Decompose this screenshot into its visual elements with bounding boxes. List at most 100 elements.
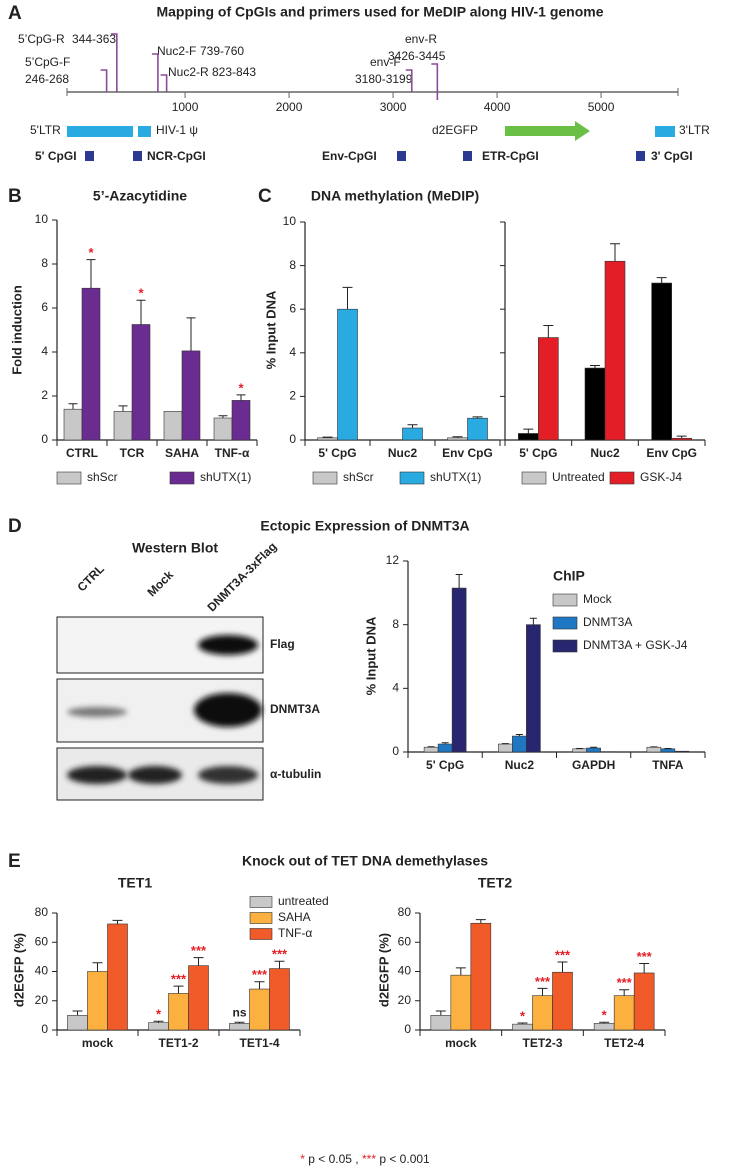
x-tick-label: TET1-4 xyxy=(239,1036,279,1050)
footnote-part: *** xyxy=(362,1152,376,1166)
error-bar xyxy=(472,416,483,419)
y-tick-label: 2 xyxy=(289,389,296,403)
x-tick-label: 5' CpG xyxy=(318,446,356,460)
bar xyxy=(498,743,513,753)
x-tick-label: TNF-α xyxy=(215,446,250,460)
error-bar xyxy=(475,919,486,924)
y-axis-label: d2EGFP (%) xyxy=(376,933,391,1007)
y-tick-label: 6 xyxy=(41,300,48,314)
bar xyxy=(586,747,601,753)
bar xyxy=(584,367,606,441)
bar xyxy=(552,971,573,1031)
panel-title: Knock out of TET DNA demethylases xyxy=(242,853,488,869)
legend-swatch xyxy=(312,471,338,485)
y-tick-label: 0 xyxy=(404,1022,411,1036)
axis-tick-label: 3000 xyxy=(380,100,407,114)
primer-range: 739-760 xyxy=(200,44,244,58)
egfp-arrow xyxy=(505,121,590,141)
legend-label: shUTX(1) xyxy=(430,470,481,484)
x-tick-label: Env CpG xyxy=(442,446,493,460)
x-tick-label: TET2-3 xyxy=(522,1036,562,1050)
legend-label: shScr xyxy=(87,470,118,484)
ltr-bar xyxy=(655,126,675,137)
legend-swatch xyxy=(169,471,195,485)
bar xyxy=(470,922,492,1031)
feature-label: d2EGFP xyxy=(432,123,478,137)
bar xyxy=(646,746,662,753)
error-bar xyxy=(193,957,204,966)
panel-label: B xyxy=(8,186,22,207)
legend-swatch xyxy=(609,471,635,485)
cpgi-box xyxy=(636,151,645,161)
error-bar xyxy=(68,403,78,410)
y-tick-label: 0 xyxy=(289,432,296,446)
legend-swatch xyxy=(521,471,547,485)
legend-label: TNF-α xyxy=(278,926,312,940)
error-bar xyxy=(218,415,228,418)
bar xyxy=(81,287,101,441)
y-tick-label: 8 xyxy=(392,617,399,631)
cpgi-box xyxy=(85,151,94,161)
error-bar xyxy=(656,277,667,284)
chart-title: TET1 xyxy=(118,875,152,891)
feature-label: 3'LTR xyxy=(679,123,710,137)
bar xyxy=(317,437,338,441)
legend-swatch xyxy=(249,896,273,908)
blot-label: Flag xyxy=(270,637,295,651)
panel-label: C xyxy=(258,186,272,207)
bar xyxy=(423,746,439,753)
legend-swatch xyxy=(249,912,273,924)
genome-title: Mapping of CpGIs and primers used for Me… xyxy=(156,4,603,20)
error-bar xyxy=(92,962,103,972)
error-bar xyxy=(72,1010,83,1016)
x-tick-label: mock xyxy=(445,1036,477,1050)
chart-title: DNA methylation (MeDIP) xyxy=(311,188,479,204)
bar xyxy=(613,995,635,1031)
significance-label: *** xyxy=(272,947,288,962)
band xyxy=(67,707,127,717)
primer-mark xyxy=(100,69,108,92)
x-tick-label: mock xyxy=(82,1036,114,1050)
cpgi-label: Env-CpGI xyxy=(322,149,377,163)
significance-label: * xyxy=(602,1008,608,1023)
bar xyxy=(231,400,251,441)
legend-swatch xyxy=(399,471,425,485)
feature-label: 5'LTR xyxy=(30,123,61,137)
significance-label: *** xyxy=(535,974,551,989)
bar xyxy=(633,972,655,1031)
bar xyxy=(447,437,468,441)
bar xyxy=(604,260,626,441)
band xyxy=(67,766,127,784)
error-bar xyxy=(86,259,96,289)
primer-name: env-F xyxy=(370,55,401,69)
legend-label: DNMT3A + GSK-J4 xyxy=(583,638,688,652)
bar xyxy=(538,337,559,441)
primer-mark xyxy=(431,63,439,100)
legend-label: untreated xyxy=(278,894,329,908)
y-tick-label: 0 xyxy=(41,1022,48,1036)
primer-mark xyxy=(405,69,413,92)
y-tick-label: 60 xyxy=(35,934,49,948)
axis-tick-label: 2000 xyxy=(276,100,303,114)
primer-range: 246-268 xyxy=(25,72,69,86)
legend-swatch xyxy=(56,471,82,485)
y-tick-label: 12 xyxy=(386,553,400,567)
significance-label: *** xyxy=(617,975,633,990)
y-tick-label: 10 xyxy=(283,214,297,228)
legend-swatch xyxy=(249,928,273,940)
significance-label: * xyxy=(156,1007,162,1022)
error-bar xyxy=(441,742,449,745)
panel-label: E xyxy=(8,851,21,872)
x-tick-label: TET2-4 xyxy=(604,1036,644,1050)
bar xyxy=(526,624,541,753)
error-bar xyxy=(153,1020,164,1023)
primer-mark xyxy=(160,74,168,92)
legend-swatch xyxy=(552,593,578,607)
cpgi-box xyxy=(397,151,406,161)
axis-tick-label: 1000 xyxy=(172,100,199,114)
y-axis-label: % Input DNA xyxy=(363,616,378,695)
y-tick-label: 20 xyxy=(398,993,412,1007)
bar xyxy=(181,350,201,441)
y-tick-label: 2 xyxy=(41,388,48,402)
